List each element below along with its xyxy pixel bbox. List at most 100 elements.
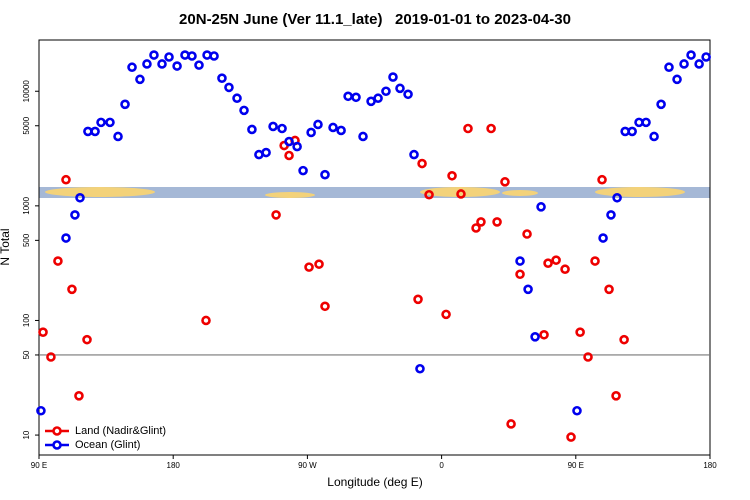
point — [447, 170, 457, 181]
point — [113, 131, 123, 142]
point — [172, 61, 182, 71]
point — [619, 334, 629, 345]
point — [641, 117, 651, 128]
point — [343, 91, 353, 102]
point — [500, 177, 510, 187]
point — [74, 391, 84, 401]
point — [336, 125, 346, 136]
point — [247, 124, 257, 135]
y-tick-label: 10000 — [22, 80, 31, 103]
point — [456, 189, 466, 199]
point — [575, 327, 585, 337]
point — [239, 105, 249, 116]
point — [157, 59, 167, 69]
point — [417, 158, 427, 169]
point — [523, 284, 533, 295]
point — [61, 174, 71, 185]
point — [194, 60, 204, 70]
point — [551, 255, 561, 265]
point — [209, 51, 219, 61]
point — [560, 264, 570, 275]
point — [373, 93, 383, 104]
point — [320, 301, 330, 312]
point — [90, 126, 100, 137]
point — [627, 126, 637, 137]
point — [413, 294, 423, 305]
point — [506, 419, 516, 429]
point — [304, 262, 314, 272]
point — [492, 217, 502, 227]
point — [105, 117, 115, 128]
point — [36, 405, 46, 416]
point — [522, 229, 532, 239]
legend-label: Land (Nadir&Glint) — [75, 425, 166, 437]
point — [664, 62, 674, 73]
legend-marker — [52, 440, 62, 450]
point — [463, 123, 473, 134]
point — [53, 256, 63, 266]
point — [476, 217, 486, 227]
point — [271, 210, 281, 220]
point — [388, 72, 398, 82]
point — [672, 74, 682, 85]
point — [611, 391, 621, 401]
point — [701, 52, 711, 62]
y-tick-label: 5000 — [22, 116, 31, 134]
point — [149, 50, 159, 60]
point — [284, 136, 294, 147]
point — [328, 122, 338, 133]
chart-title: 20N-25N June (Ver 11.1_late) 2019-01-01 … — [179, 11, 571, 28]
point — [232, 93, 242, 104]
point — [261, 147, 271, 158]
point — [298, 165, 308, 176]
y-tick-label: 50 — [22, 350, 31, 359]
point — [409, 149, 419, 160]
point — [314, 259, 324, 269]
point — [694, 59, 704, 69]
point — [536, 202, 546, 212]
x-axis-label: Longitude (deg E) — [327, 475, 422, 489]
point — [441, 309, 451, 320]
point — [530, 332, 540, 342]
point — [217, 73, 227, 83]
point — [515, 256, 525, 266]
point — [395, 83, 405, 94]
plot-frame — [38, 39, 711, 456]
point — [46, 352, 56, 362]
legend-marker — [52, 426, 62, 436]
point — [135, 74, 145, 85]
x-tick-label: 180 — [703, 461, 717, 470]
point — [61, 233, 71, 243]
point — [277, 123, 287, 134]
x-tick-label: 90 W — [298, 461, 317, 470]
point — [351, 92, 361, 103]
point — [606, 210, 616, 220]
point — [598, 233, 608, 243]
y-tick-label: 500 — [22, 233, 31, 247]
point — [415, 363, 425, 374]
point — [604, 284, 614, 295]
point — [313, 119, 323, 130]
point — [471, 223, 481, 233]
point — [597, 174, 607, 185]
point — [572, 405, 582, 416]
point — [164, 52, 174, 62]
point — [38, 327, 48, 337]
point — [543, 258, 553, 268]
y-tick-label: 10 — [22, 430, 31, 439]
point — [224, 82, 234, 93]
point — [120, 99, 130, 110]
point — [292, 141, 302, 152]
point — [284, 150, 294, 161]
point — [320, 169, 330, 180]
x-tick-label: 0 — [439, 461, 444, 470]
point — [381, 86, 391, 97]
point — [306, 127, 316, 138]
point — [142, 59, 152, 69]
point — [515, 269, 525, 280]
legend-label: Ocean (Glint) — [75, 439, 140, 451]
point — [127, 62, 137, 73]
point — [268, 121, 278, 132]
point — [75, 192, 85, 203]
